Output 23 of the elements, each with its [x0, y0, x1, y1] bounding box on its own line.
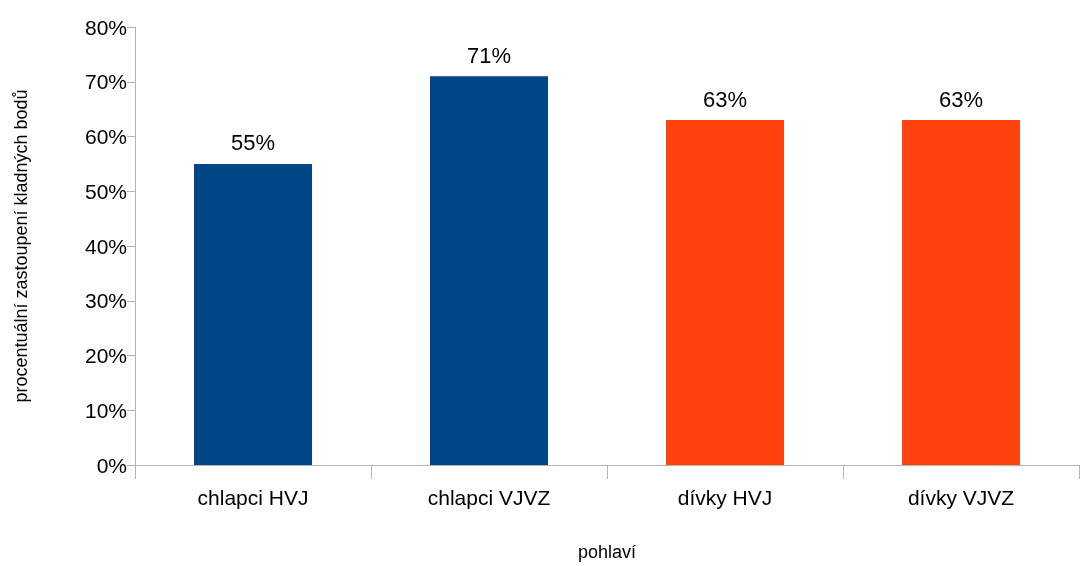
y-tick-label: 80%: [84, 15, 127, 39]
data-label: 55%: [230, 130, 276, 156]
y-tick-label: 10%: [84, 398, 127, 422]
y-tick-label: 40%: [84, 234, 127, 258]
bar: [430, 76, 548, 465]
y-axis-title: procentuální zastoupení kladných bodů: [11, 89, 31, 403]
x-tick-label: dívky HVJ: [677, 486, 773, 509]
y-tick-label: 0%: [96, 453, 127, 477]
x-tick-label: chlapci VJVZ: [427, 486, 551, 509]
y-tick-label: 30%: [84, 289, 127, 313]
data-label: 63%: [938, 86, 984, 112]
x-axis-title: pohlaví: [577, 542, 637, 562]
bar: [902, 120, 1020, 465]
y-tick-label: 60%: [84, 125, 127, 148]
x-tick-label: dívky VJVZ: [907, 486, 1015, 509]
data-label: 71%: [466, 42, 512, 68]
data-label: 63%: [702, 86, 748, 112]
y-tick-label: 50%: [84, 179, 127, 203]
y-tick-label: 70%: [84, 70, 127, 94]
y-tick-label: 20%: [84, 344, 127, 367]
bar: [194, 163, 312, 465]
bar: [666, 120, 784, 465]
x-tick-label: chlapci HVJ: [197, 486, 309, 509]
